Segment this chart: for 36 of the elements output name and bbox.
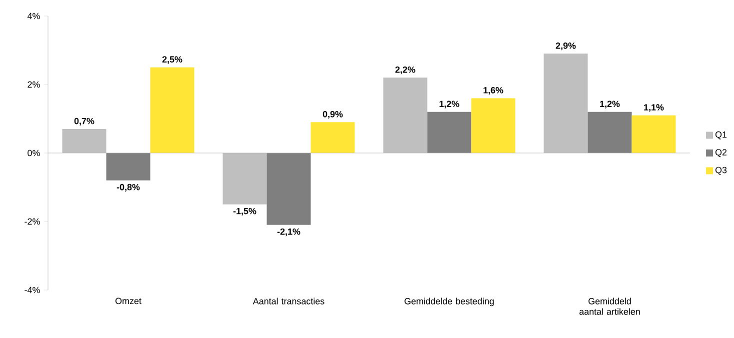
x-tick-label: Omzet	[115, 298, 142, 304]
data-label: 1,2%	[440, 100, 460, 108]
y-tick-label: 0%	[28, 150, 40, 156]
y-tick-label: -4%	[24, 286, 40, 294]
legend-label: Q2	[715, 149, 727, 158]
bar	[632, 115, 676, 153]
bar	[544, 54, 588, 153]
y-tick-label: 2%	[28, 81, 40, 88]
bar	[471, 98, 516, 153]
data-label: 2,9%	[556, 42, 576, 50]
bar	[222, 153, 267, 204]
data-label: 0,9%	[322, 111, 343, 119]
y-tick-label: -2%	[24, 218, 40, 225]
bar	[383, 78, 428, 153]
bar	[588, 112, 632, 153]
y-tick-label: 4%	[27, 12, 40, 20]
bar	[310, 122, 355, 153]
bar	[266, 153, 311, 225]
legend-label: Q3	[715, 166, 727, 175]
legend-label: Q1	[715, 131, 727, 140]
bar	[62, 129, 106, 153]
bar	[106, 153, 150, 180]
x-tick-label: Gemiddeld aantal artikelen	[579, 298, 640, 315]
bar	[427, 112, 472, 153]
data-label: 1,2%	[600, 100, 620, 108]
data-label: 2,2%	[395, 66, 416, 74]
bar	[150, 67, 194, 153]
x-tick-label: Aantal transacties	[252, 298, 324, 304]
data-label: -0,8%	[116, 184, 140, 192]
data-label: 0,7%	[74, 118, 94, 126]
data-label: 1,6%	[484, 87, 504, 95]
data-label: -2,1%	[277, 228, 300, 236]
data-label: 2,5%	[162, 56, 182, 64]
data-label: 1,1%	[644, 104, 664, 112]
data-label: -1,5%	[233, 208, 256, 216]
x-tick-label: Gemiddelde besteding	[404, 298, 494, 306]
